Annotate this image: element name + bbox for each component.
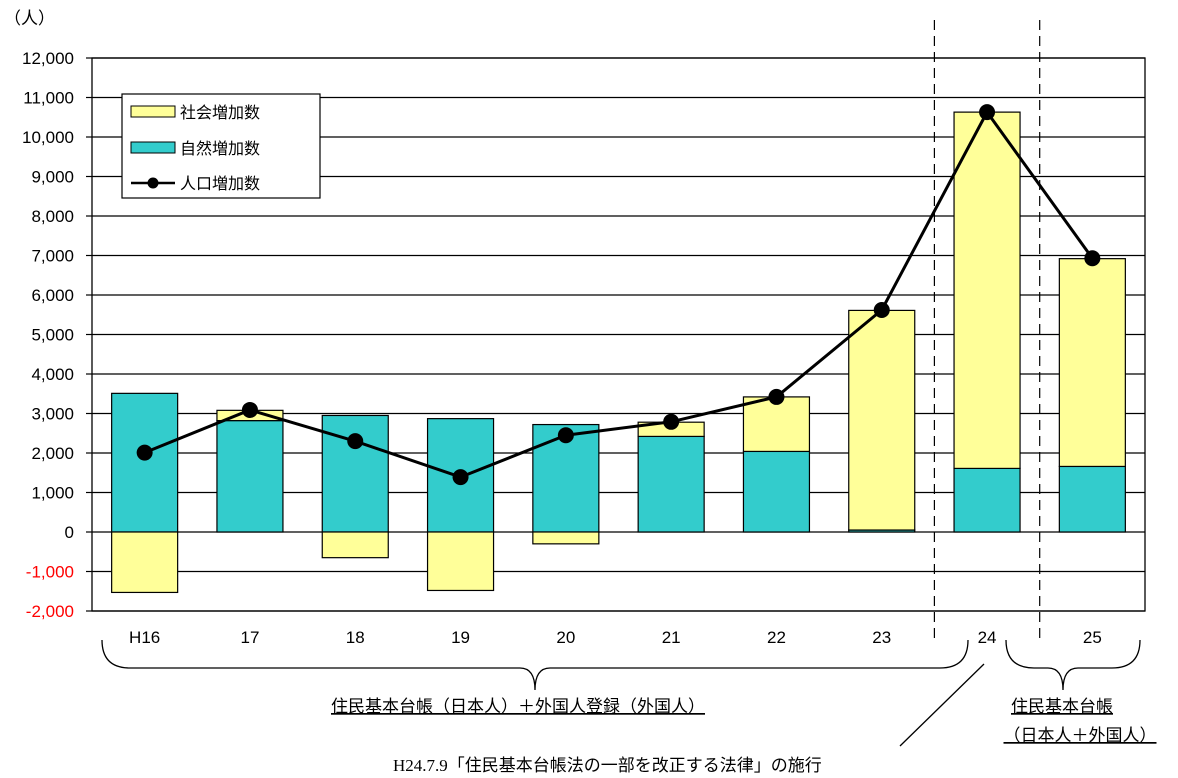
- legend: 社会増加数 自然増加数 人口増加数: [121, 93, 321, 199]
- law-note: H24.7.9「住民基本台帳法の一部を改正する法律」の施行: [393, 756, 822, 775]
- x-tick-label: 24: [978, 628, 997, 647]
- bar-social-18: [321, 531, 389, 559]
- legend-swatch-natural: [130, 141, 176, 154]
- y-tick-label: 4,000: [31, 365, 74, 384]
- population-point-18: [347, 433, 364, 450]
- y-unit-label: （人）: [4, 9, 55, 28]
- bar-social-24: [953, 111, 1021, 470]
- population-point-22: [768, 388, 785, 405]
- y-tick-label: 1,000: [31, 484, 74, 503]
- bar-natural-H16: [111, 392, 179, 533]
- bar-natural-17: [216, 420, 284, 533]
- population-line-path: [144, 110, 1094, 479]
- y-tick-label: 2,000: [31, 444, 74, 463]
- population-point-25: [1084, 250, 1101, 267]
- y-tick-label: 0: [65, 523, 74, 542]
- x-tick-label: 20: [556, 628, 575, 647]
- y-tick-label: -2,000: [26, 602, 74, 621]
- bar-natural-21: [637, 435, 705, 533]
- bar-social-19: [426, 531, 495, 592]
- range-label-1: 住民基本台帳（日本人）＋外国人登録（外国人）: [331, 697, 705, 716]
- x-tick-label: H16: [129, 628, 160, 647]
- y-tick-label: 3,000: [31, 405, 74, 424]
- bar-social-23: [848, 309, 916, 531]
- x-tick-label: 18: [346, 628, 365, 647]
- population-point-24: [979, 104, 996, 121]
- bar-social-25: [1058, 258, 1126, 468]
- bar-social-H16: [111, 531, 179, 594]
- x-tick-label: 23: [872, 628, 891, 647]
- range-label-2-line1: 住民基本台帳: [1011, 697, 1113, 716]
- bar-social-20: [532, 531, 600, 545]
- y-tick-label: 10,000: [22, 128, 74, 147]
- y-tick-label: 5,000: [31, 326, 74, 345]
- population-point-20: [557, 427, 574, 444]
- y-tick-label: 9,000: [31, 168, 74, 187]
- population-point-19: [452, 469, 469, 486]
- y-tick-label: 6,000: [31, 286, 74, 305]
- y-tick-label: 7,000: [31, 247, 74, 266]
- y-tick-label: 8,000: [31, 207, 74, 226]
- x-tick-label: 19: [451, 628, 470, 647]
- population-line: [136, 104, 1101, 486]
- population-point-21: [663, 413, 680, 430]
- legend-label-social: 社会増加数: [180, 104, 260, 122]
- legend-swatch-social: [130, 105, 176, 118]
- legend-label-population: 人口増加数: [180, 175, 260, 193]
- population-point-17: [241, 401, 258, 418]
- period-separators: [933, 20, 1041, 640]
- x-tick-label: 22: [767, 628, 786, 647]
- bar-natural-24: [953, 467, 1021, 533]
- population-point-H16: [136, 444, 153, 461]
- y-tick-label: -1,000: [26, 563, 74, 582]
- bracket-range-1: [101, 639, 969, 691]
- y-tick-label: 12,000: [22, 49, 74, 68]
- y-axis-ticks: 12,000 11,000 10,000 9,000 8,000 7,000 6,000 5,…: [22, 49, 92, 621]
- population-point-23: [873, 302, 890, 319]
- legend-marker-population: [147, 177, 159, 189]
- range-label-2-line2: （日本人＋外国人）: [1004, 726, 1157, 745]
- x-tick-label: 21: [662, 628, 681, 647]
- law-note-leader: [899, 663, 985, 747]
- y-tick-label: 11,000: [23, 89, 74, 108]
- bar-natural-25: [1058, 465, 1126, 533]
- x-axis-ticks: H16 17 18 19 20 21 22 23 24 25: [129, 628, 1102, 647]
- x-tick-label: 17: [240, 628, 259, 647]
- bar-natural-22: [742, 450, 811, 533]
- legend-label-natural: 自然増加数: [180, 140, 260, 158]
- bar-social-22: [742, 396, 811, 453]
- x-tick-label: 25: [1083, 628, 1102, 647]
- bracket-annotations: 住民基本台帳（日本人）＋外国人登録（外国人） 住民基本台帳 （日本人＋外国人） …: [101, 639, 1157, 775]
- bracket-range-2: [1005, 639, 1141, 691]
